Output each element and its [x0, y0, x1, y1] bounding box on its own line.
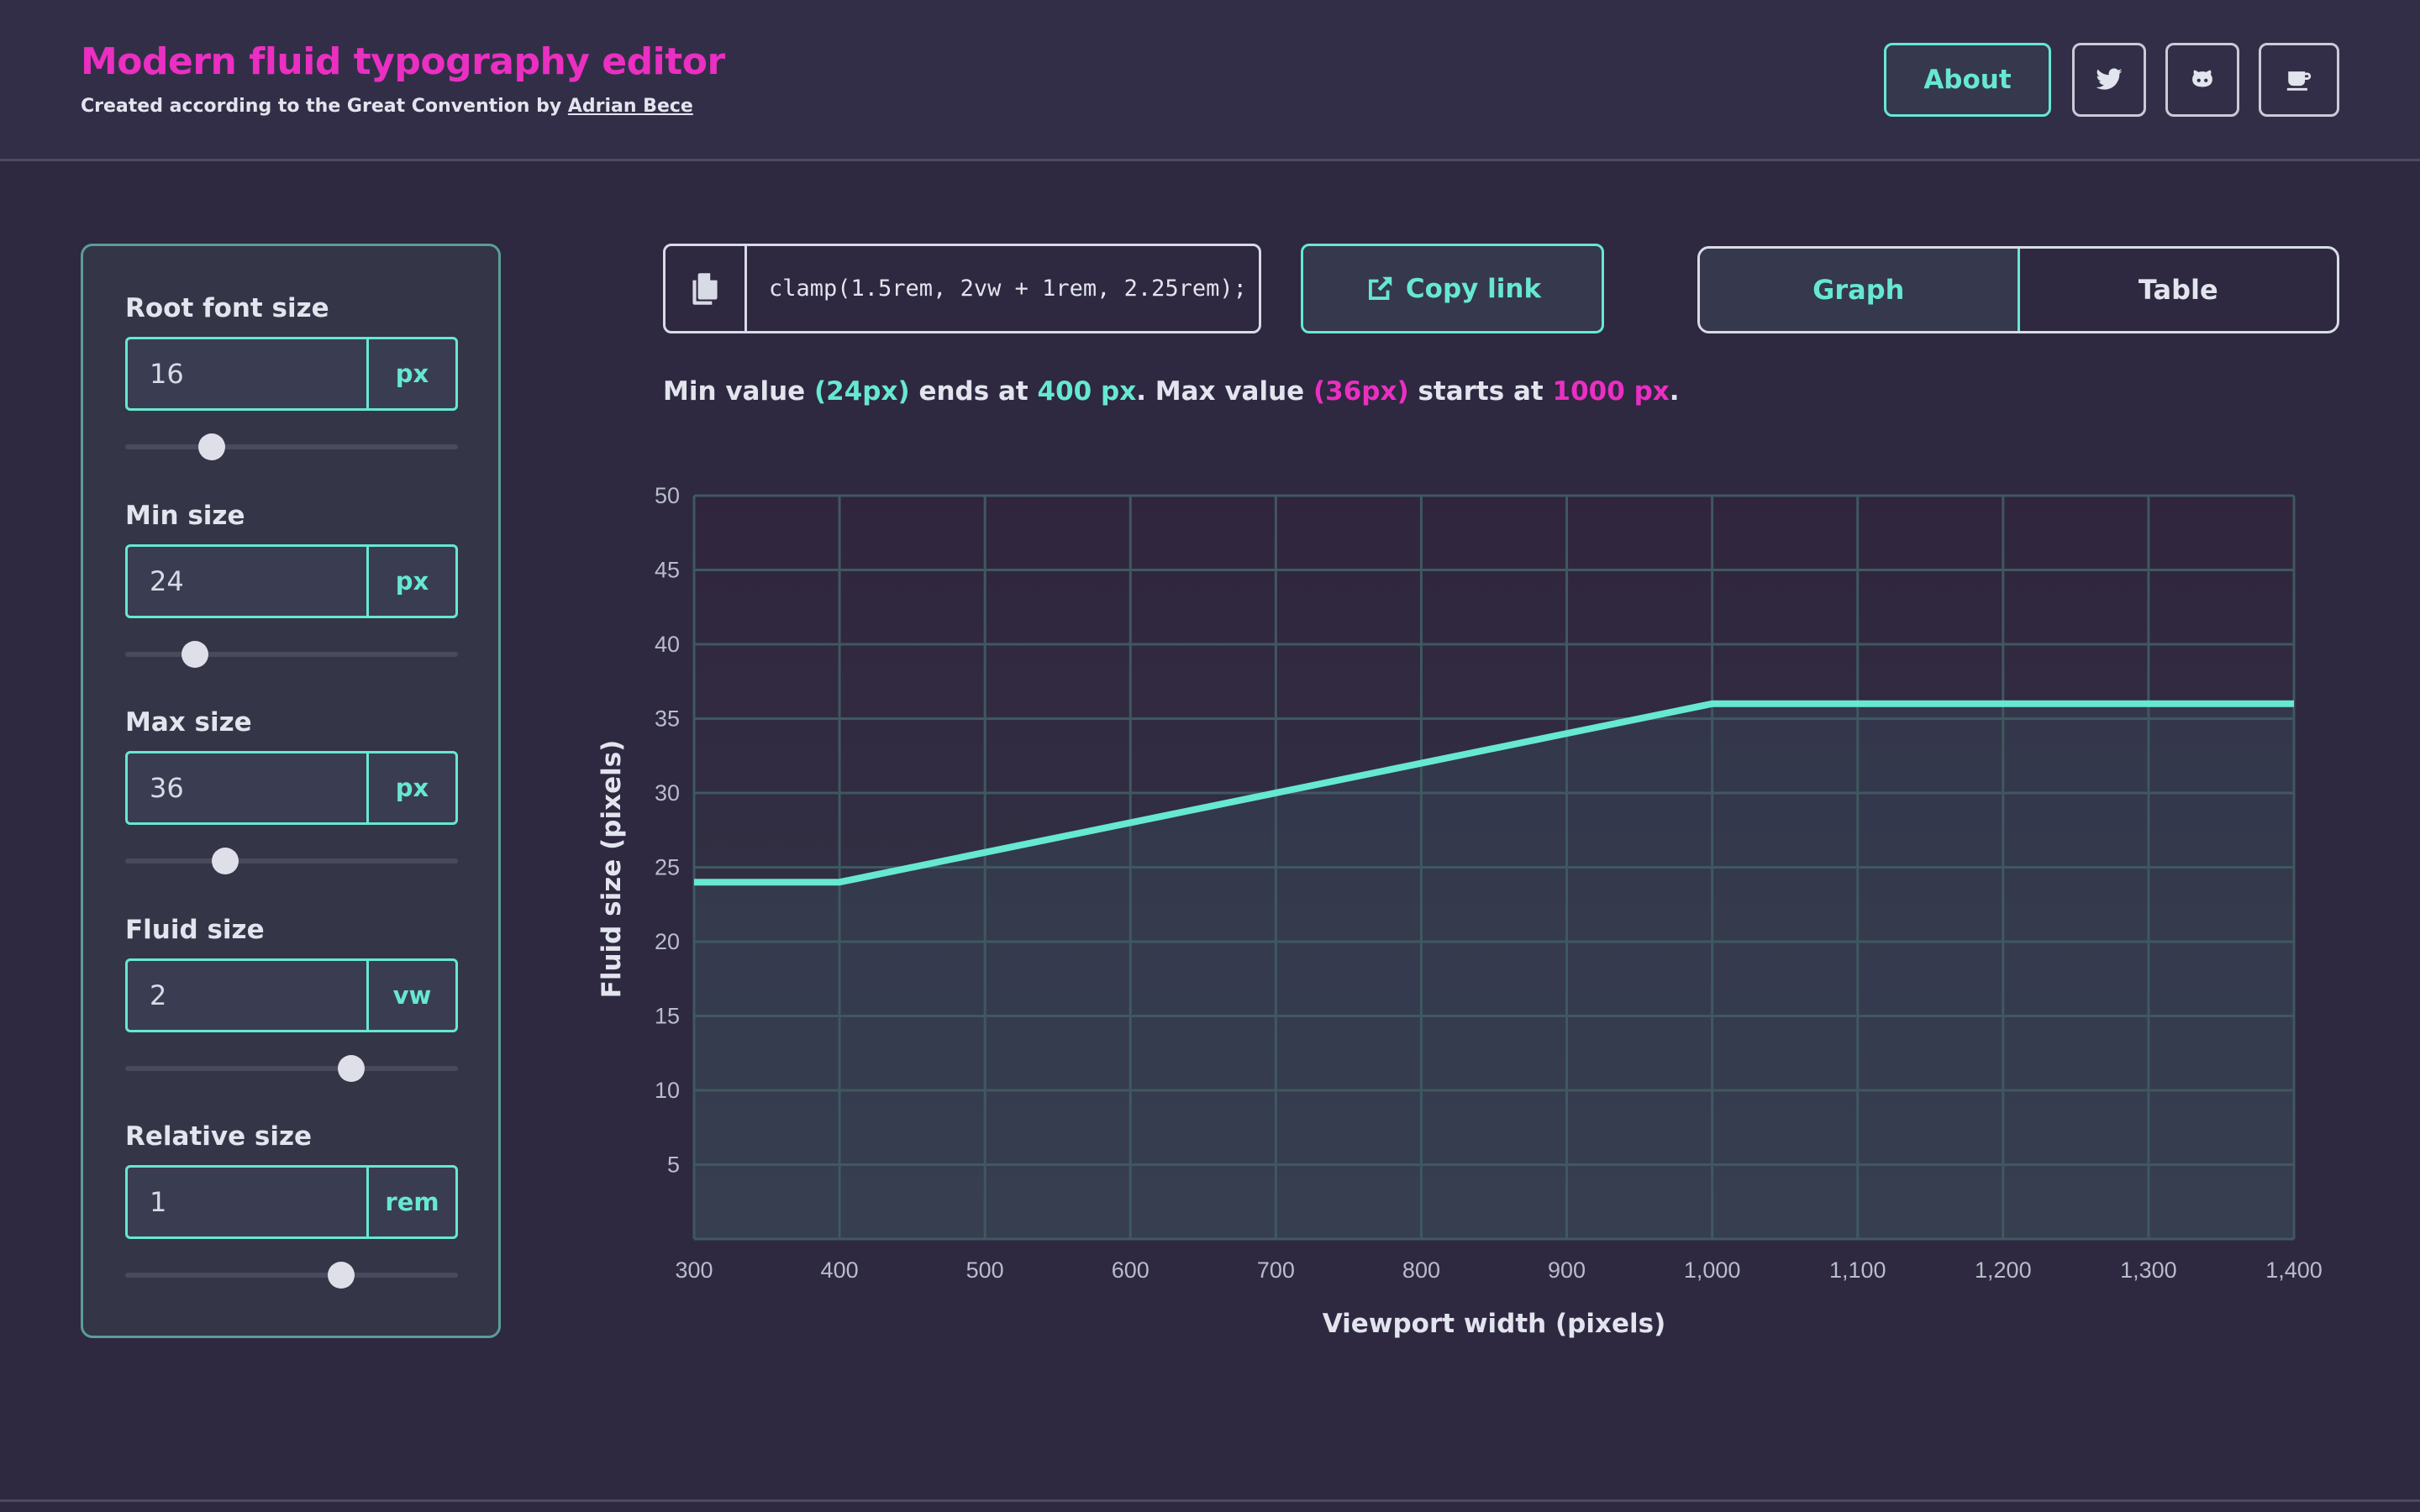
slider-thumb[interactable]: [211, 848, 239, 874]
y-tick-label: 15: [655, 1004, 680, 1029]
summary-part: ends at: [909, 376, 1038, 407]
y-tick-label: 35: [655, 706, 680, 732]
clamp-code-box: clamp(1.5rem, 2vw + 1rem, 2.25rem);: [663, 244, 1261, 333]
x-tick-label: 700: [1257, 1257, 1295, 1283]
unit-label: vw: [392, 981, 432, 1010]
slider-thumb[interactable]: [182, 641, 209, 668]
twitter-button[interactable]: [2072, 43, 2146, 117]
copy-code-button[interactable]: [666, 246, 747, 331]
x-tick-label: 800: [1402, 1257, 1440, 1283]
field-label: Min size: [125, 501, 245, 531]
subtitle: Created according to the Great Conventio…: [81, 96, 693, 117]
field-box: 16 px: [125, 337, 458, 411]
tab-graph[interactable]: Graph: [1700, 249, 2020, 331]
unit-label: rem: [385, 1188, 439, 1216]
y-tick-label: 20: [655, 929, 680, 954]
y-tick-label: 45: [655, 558, 680, 583]
fluid-size-slider[interactable]: [125, 1066, 458, 1071]
coffee-button[interactable]: [2259, 43, 2339, 117]
copy-icon: [692, 272, 718, 305]
unit-label: px: [395, 774, 429, 802]
settings-panel: Root font size 16 px Min size 24 px Max …: [81, 244, 501, 1338]
github-icon: [2192, 70, 2212, 87]
y-axis-title: Fluid size (pixels): [597, 740, 627, 999]
subtitle-text: Created according to the Great Conventio…: [81, 96, 568, 117]
about-button[interactable]: About: [1884, 43, 2051, 117]
x-tick-label: 400: [821, 1257, 859, 1283]
twitter-icon: [2096, 68, 2123, 90]
view-tabs: Graph Table: [1697, 246, 2339, 333]
slider-thumb[interactable]: [328, 1262, 355, 1289]
header: Modern fluid typography editor Created a…: [0, 0, 2420, 161]
x-tick-label: 900: [1548, 1257, 1586, 1283]
field-box: 36 px: [125, 751, 458, 825]
y-tick-label: 5: [667, 1152, 680, 1178]
field-label: Max size: [125, 707, 252, 738]
series-line: [694, 700, 2294, 886]
github-button[interactable]: [2165, 43, 2239, 117]
min-end-value: 400 px: [1037, 376, 1137, 407]
page-title: Modern fluid typography editor: [81, 40, 725, 83]
copy-link-label: Copy link: [1405, 273, 1542, 304]
max-start-value: 1000 px: [1552, 376, 1670, 407]
share-icon: [1368, 276, 1392, 300]
fluid-size-input[interactable]: 2: [128, 961, 369, 1030]
y-tick-label: 30: [655, 780, 680, 806]
clamp-code: clamp(1.5rem, 2vw + 1rem, 2.25rem);: [769, 276, 1247, 302]
field-box: 1 rem: [125, 1165, 458, 1239]
relative-size-input[interactable]: 1: [128, 1168, 369, 1236]
field-label: Root font size: [125, 293, 329, 323]
coffee-icon: [2286, 71, 2312, 91]
x-tick-label: 1,000: [1684, 1257, 1741, 1283]
root-font-size-input[interactable]: 16: [128, 339, 369, 408]
slider-thumb[interactable]: [197, 433, 225, 460]
field-box: 2 vw: [125, 958, 458, 1032]
summary-part: .: [1669, 376, 1680, 407]
min-size-input[interactable]: 24: [128, 547, 369, 616]
field-label: Fluid size: [125, 915, 265, 945]
y-tick-label: 10: [655, 1078, 680, 1103]
author-link[interactable]: Adrian Bece: [567, 96, 693, 117]
summary-text: Min value (24px) ends at 400 px. Max val…: [663, 376, 1680, 407]
x-tick-label: 500: [966, 1257, 1004, 1283]
max-size-slider[interactable]: [125, 858, 458, 864]
y-tick-label: 40: [655, 632, 680, 657]
max-value: (36px): [1313, 376, 1409, 407]
x-tick-label: 1,100: [1829, 1257, 1886, 1283]
x-tick-label: 600: [1112, 1257, 1150, 1283]
x-tick-label: 300: [675, 1257, 713, 1283]
x-tick-label: 1,300: [2120, 1257, 2177, 1283]
y-tick-label: 50: [655, 483, 680, 508]
summary-part: Min value: [663, 376, 814, 407]
area-fill: [694, 703, 2294, 1239]
tab-table[interactable]: Table: [2138, 274, 2218, 306]
x-tick-label: 1,400: [2265, 1257, 2323, 1283]
unit-label: px: [395, 360, 429, 388]
max-size-input[interactable]: 36: [128, 753, 369, 822]
copy-link-button[interactable]: Copy link: [1301, 244, 1604, 333]
relative-size-slider[interactable]: [125, 1273, 458, 1278]
summary-part: starts at: [1408, 376, 1553, 407]
min-size-slider[interactable]: [125, 652, 458, 657]
y-tick-label: 25: [655, 855, 680, 880]
x-axis-title: Viewport width (pixels): [1323, 1309, 1666, 1339]
field-label: Relative size: [125, 1121, 313, 1152]
field-box: 24 px: [125, 544, 458, 618]
footer-divider: [0, 1499, 2420, 1502]
x-tick-label: 1,200: [1975, 1257, 2032, 1283]
slider-thumb[interactable]: [338, 1055, 366, 1082]
root-font-size-slider[interactable]: [125, 444, 458, 449]
min-value: (24px): [813, 376, 910, 407]
summary-part: . Max value: [1136, 376, 1313, 407]
unit-label: px: [395, 567, 429, 596]
